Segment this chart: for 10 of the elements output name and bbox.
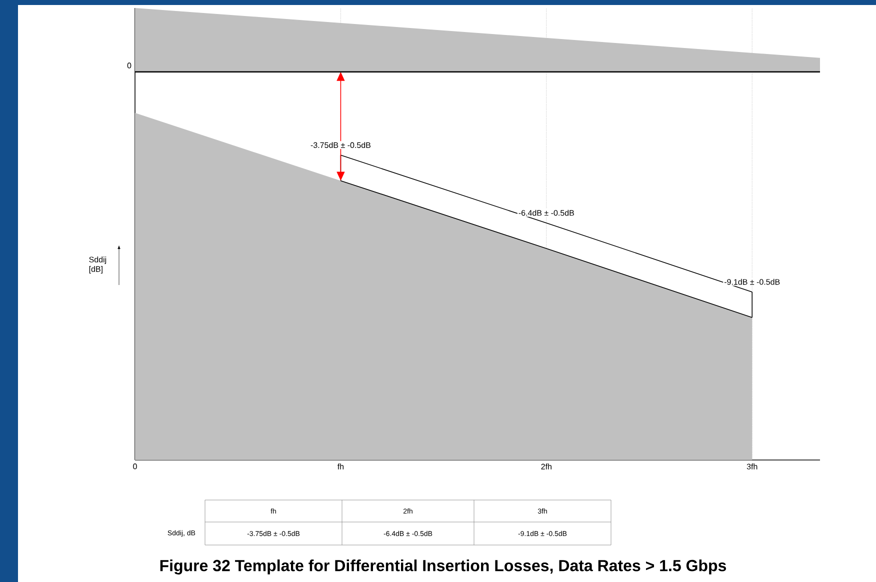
x-tick-label: 3fh <box>746 464 758 470</box>
x-tick-label: 2fh <box>541 464 552 470</box>
x-tick-label: fh <box>337 464 344 470</box>
y-axis-title: Sddij [dB] <box>89 256 106 274</box>
annotation: 0 <box>127 62 132 68</box>
annotation: -9.1dB ± -0.5dB <box>724 278 780 285</box>
x-tick-label: 0 <box>133 464 137 470</box>
annotation: -3.75dB ± -0.5dB <box>310 142 370 148</box>
text: Figure 32 Template for Differential Insertion Losses, Data Rates > 1.5 Gbps <box>160 560 726 574</box>
annotation: -6.4dB ± -0.5dB <box>518 210 574 216</box>
